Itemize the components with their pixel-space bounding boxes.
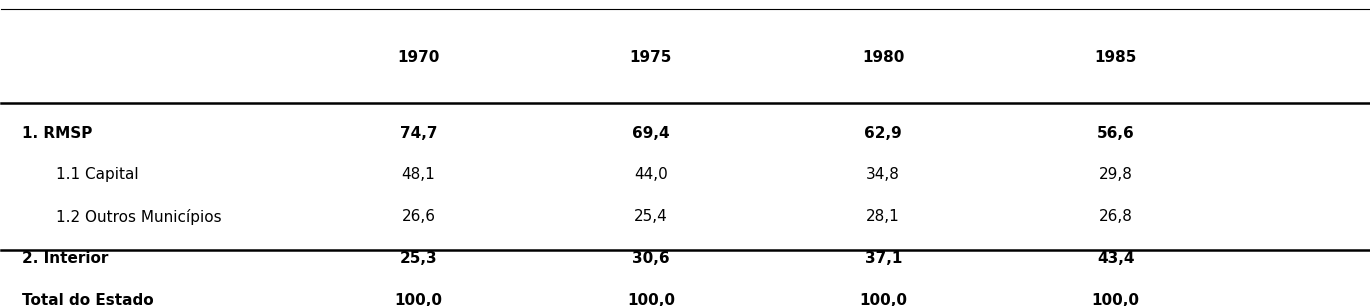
Text: 1980: 1980: [862, 50, 904, 65]
Text: 56,6: 56,6: [1097, 125, 1134, 141]
Text: 25,3: 25,3: [400, 251, 437, 266]
Text: 62,9: 62,9: [864, 125, 901, 141]
Text: 2. Interior: 2. Interior: [22, 251, 108, 266]
Text: 1975: 1975: [630, 50, 673, 65]
Text: 30,6: 30,6: [632, 251, 670, 266]
Text: 1970: 1970: [397, 50, 440, 65]
Text: 44,0: 44,0: [634, 167, 667, 182]
Text: 100,0: 100,0: [859, 293, 907, 306]
Text: 26,6: 26,6: [401, 209, 436, 224]
Text: 69,4: 69,4: [632, 125, 670, 141]
Text: 34,8: 34,8: [866, 167, 900, 182]
Text: 37,1: 37,1: [864, 251, 901, 266]
Text: 43,4: 43,4: [1097, 251, 1134, 266]
Text: 25,4: 25,4: [634, 209, 667, 224]
Text: 1.1 Capital: 1.1 Capital: [56, 167, 138, 182]
Text: 1. RMSP: 1. RMSP: [22, 125, 92, 141]
Text: 29,8: 29,8: [1099, 167, 1133, 182]
Text: 74,7: 74,7: [400, 125, 437, 141]
Text: 1985: 1985: [1095, 50, 1137, 65]
Text: 1.2 Outros Municípios: 1.2 Outros Municípios: [56, 209, 222, 225]
Text: 100,0: 100,0: [1092, 293, 1140, 306]
Text: 100,0: 100,0: [627, 293, 675, 306]
Text: 100,0: 100,0: [395, 293, 443, 306]
Text: 48,1: 48,1: [401, 167, 436, 182]
Text: Total do Estado: Total do Estado: [22, 293, 153, 306]
Text: 28,1: 28,1: [866, 209, 900, 224]
Text: 26,8: 26,8: [1099, 209, 1133, 224]
